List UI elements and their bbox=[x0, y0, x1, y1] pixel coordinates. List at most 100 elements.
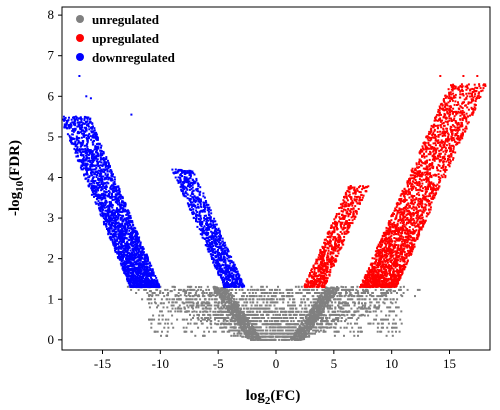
point-unregulated bbox=[243, 321, 246, 324]
point-unregulated bbox=[217, 317, 220, 319]
point-unregulated bbox=[268, 292, 271, 294]
point-upregulated bbox=[464, 85, 467, 88]
point-unregulated bbox=[301, 301, 304, 304]
point-unregulated bbox=[276, 326, 279, 329]
point-unregulated bbox=[191, 310, 194, 313]
point-unregulated bbox=[221, 307, 224, 310]
point-upregulated bbox=[313, 270, 316, 273]
point-unregulated bbox=[202, 294, 204, 297]
point-upregulated bbox=[416, 182, 419, 185]
point-upregulated bbox=[471, 93, 474, 95]
point-upregulated bbox=[321, 250, 324, 253]
point-unregulated bbox=[330, 296, 333, 299]
point-upregulated bbox=[446, 130, 449, 133]
point-unregulated bbox=[214, 313, 217, 316]
point-unregulated bbox=[233, 302, 236, 305]
point-upregulated bbox=[339, 231, 342, 233]
point-unregulated bbox=[319, 295, 322, 298]
point-upregulated bbox=[418, 197, 421, 200]
point-unregulated bbox=[360, 314, 363, 317]
point-unregulated bbox=[400, 322, 403, 325]
point-unregulated bbox=[302, 323, 305, 326]
point-upregulated bbox=[461, 93, 464, 96]
point-unregulated bbox=[287, 304, 290, 307]
point-unregulated bbox=[231, 296, 233, 299]
point-upregulated bbox=[442, 132, 445, 135]
point-unregulated bbox=[367, 307, 370, 310]
point-unregulated bbox=[359, 314, 362, 317]
point-upregulated bbox=[434, 133, 436, 136]
point-unregulated bbox=[305, 317, 307, 319]
point-upregulated bbox=[461, 119, 464, 122]
point-upregulated bbox=[323, 264, 326, 267]
point-upregulated bbox=[411, 196, 414, 199]
point-unregulated bbox=[267, 313, 270, 316]
point-upregulated bbox=[323, 263, 326, 266]
point-upregulated bbox=[310, 284, 312, 287]
point-upregulated bbox=[320, 264, 323, 267]
point-unregulated bbox=[367, 322, 370, 325]
point-unregulated bbox=[226, 323, 229, 326]
point-unregulated bbox=[267, 317, 270, 319]
point-unregulated bbox=[270, 323, 273, 326]
point-unregulated bbox=[294, 304, 296, 307]
point-unregulated bbox=[391, 310, 394, 313]
point-upregulated bbox=[320, 255, 323, 258]
point-unregulated bbox=[287, 335, 290, 338]
point-upregulated bbox=[444, 176, 447, 179]
point-unregulated bbox=[232, 329, 235, 332]
point-upregulated bbox=[438, 152, 441, 155]
point-unregulated bbox=[316, 311, 319, 314]
point-unregulated bbox=[384, 294, 387, 297]
point-upregulated bbox=[402, 260, 405, 263]
point-unregulated bbox=[228, 311, 231, 314]
point-upregulated bbox=[428, 180, 431, 183]
point-unregulated bbox=[275, 317, 278, 319]
point-unregulated bbox=[273, 326, 276, 329]
point-unregulated bbox=[298, 328, 301, 331]
point-unregulated bbox=[310, 321, 313, 324]
point-unregulated bbox=[288, 295, 291, 298]
point-unregulated bbox=[264, 332, 267, 335]
point-upregulated bbox=[429, 186, 432, 189]
point-unregulated bbox=[282, 301, 285, 304]
point-unregulated bbox=[260, 313, 263, 316]
point-upregulated bbox=[410, 189, 413, 192]
point-unregulated bbox=[236, 309, 239, 312]
point-upregulated bbox=[398, 207, 401, 210]
point-upregulated bbox=[444, 120, 447, 123]
point-upregulated bbox=[319, 251, 322, 253]
point-upregulated bbox=[362, 194, 365, 197]
point-unregulated bbox=[146, 298, 149, 301]
point-upregulated bbox=[420, 161, 423, 164]
point-upregulated bbox=[463, 101, 465, 104]
point-unregulated bbox=[200, 320, 202, 323]
point-unregulated bbox=[246, 310, 249, 313]
point-unregulated bbox=[294, 326, 297, 329]
point-unregulated bbox=[231, 305, 234, 308]
point-unregulated bbox=[352, 301, 355, 304]
point-unregulated bbox=[366, 288, 369, 291]
point-unregulated bbox=[309, 332, 312, 335]
point-unregulated bbox=[233, 329, 236, 332]
point-upregulated bbox=[444, 105, 446, 108]
point-upregulated bbox=[335, 259, 338, 262]
point-unregulated bbox=[311, 312, 314, 315]
point-unregulated bbox=[334, 307, 337, 310]
point-unregulated bbox=[189, 295, 191, 298]
point-unregulated bbox=[241, 288, 244, 291]
point-unregulated bbox=[271, 301, 274, 304]
point-upregulated bbox=[392, 254, 395, 257]
point-unregulated bbox=[220, 306, 223, 309]
point-unregulated bbox=[173, 288, 176, 291]
point-upregulated bbox=[433, 155, 436, 158]
point-unregulated bbox=[314, 302, 317, 305]
point-unregulated bbox=[167, 326, 170, 329]
point-upregulated bbox=[316, 284, 319, 287]
point-unregulated bbox=[341, 310, 344, 313]
point-unregulated bbox=[226, 314, 229, 317]
point-unregulated bbox=[252, 328, 255, 331]
point-unregulated bbox=[256, 320, 259, 323]
point-unregulated bbox=[282, 298, 285, 301]
point-upregulated bbox=[398, 266, 401, 269]
